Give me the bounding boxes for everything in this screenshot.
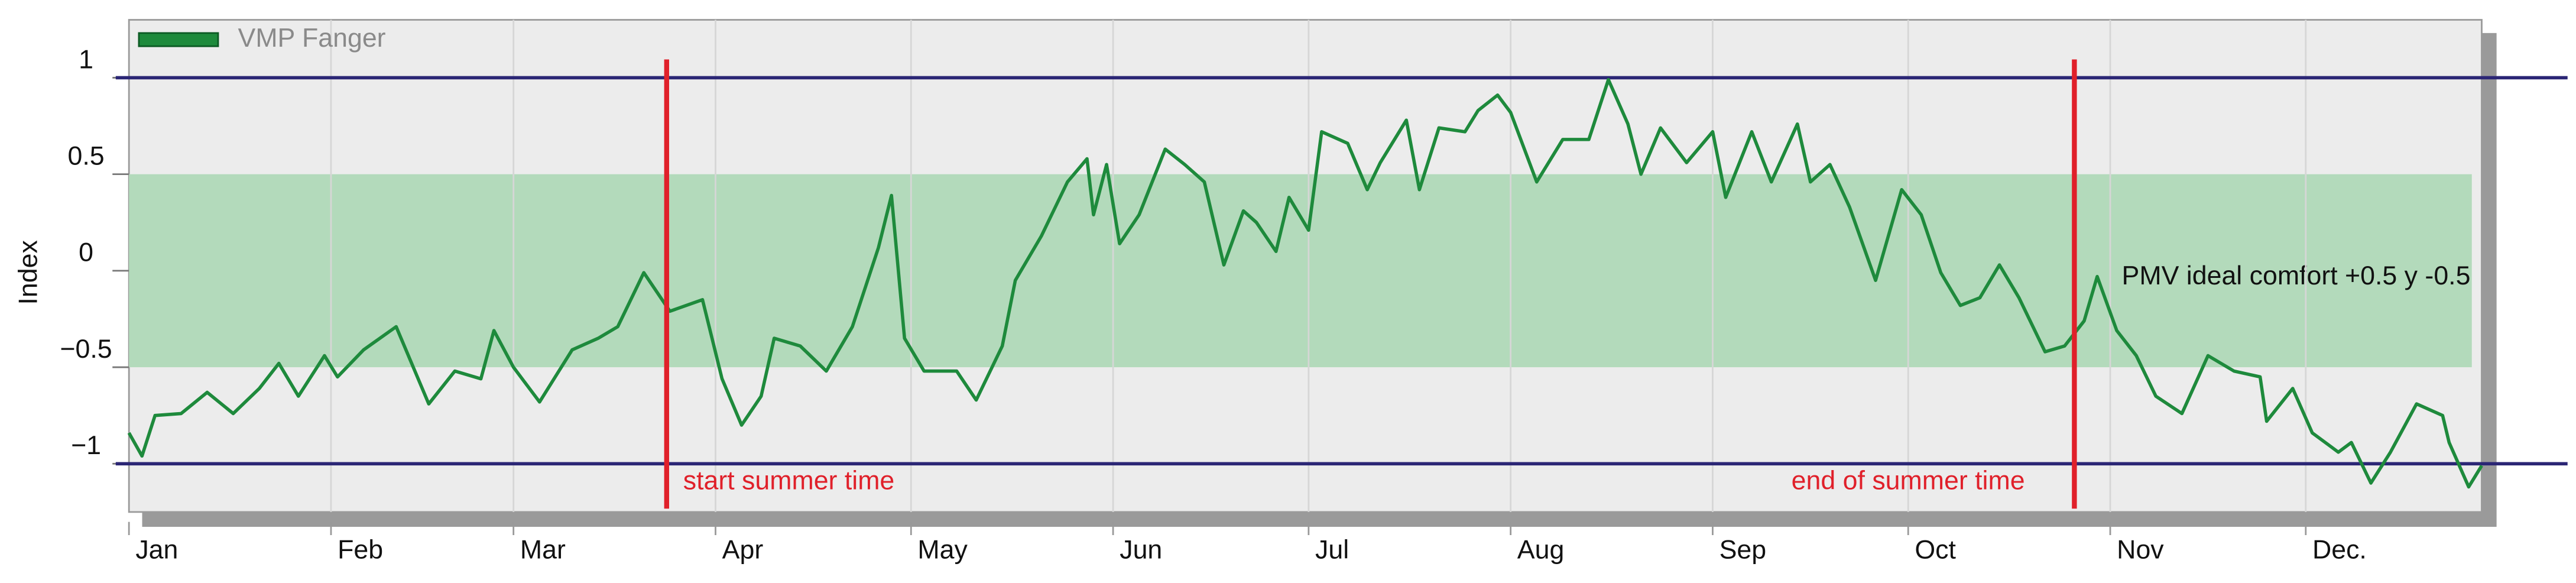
x-tick-label: Jun [1120, 536, 1162, 565]
event-label: end of summer time [1792, 466, 2025, 495]
x-tick-label: Feb [338, 536, 383, 565]
x-tick-label: Aug [1517, 536, 1565, 565]
y-tick-label: 0 [79, 238, 93, 267]
x-tick-label: Sep [1720, 536, 1767, 565]
y-axis-label: Index [14, 240, 43, 305]
x-tick-label: May [917, 536, 968, 565]
y-tick-label: −1 [71, 431, 101, 460]
y-tick-label: −0.5 [60, 335, 112, 364]
comfort-band [129, 174, 2472, 368]
legend-label: VMP Fanger [238, 24, 386, 53]
x-tick-label: Jan [135, 536, 178, 565]
legend-swatch [138, 32, 219, 47]
x-tick-label: Nov [2117, 536, 2164, 565]
x-tick-label: Mar [520, 536, 566, 565]
band-label: PMV ideal comfort +0.5 y -0.5 [2122, 261, 2471, 290]
x-tick-label: Dec. [2312, 536, 2367, 565]
y-tick-label: 1 [79, 45, 93, 74]
event-label: start summer time [683, 466, 895, 495]
x-tick-label: Oct [1915, 536, 1956, 565]
data-line [127, 77, 2483, 489]
x-tick-label: Apr [722, 536, 764, 565]
x-tick-label: Jul [1315, 536, 1349, 565]
y-tick-label: 0.5 [67, 142, 104, 171]
